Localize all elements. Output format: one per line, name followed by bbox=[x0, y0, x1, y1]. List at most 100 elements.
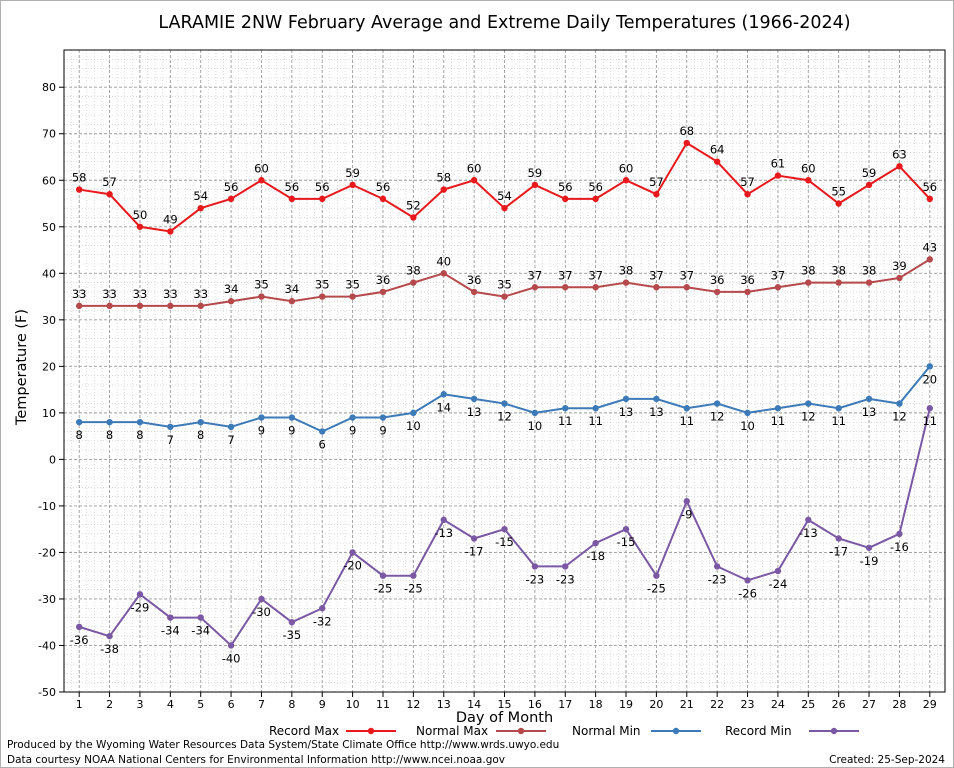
legend-label-normal-max: Normal Max bbox=[416, 724, 488, 738]
data-label-record-max: 68 bbox=[679, 124, 694, 138]
data-point-record-max bbox=[75, 186, 83, 193]
data-label-normal-min: 11 bbox=[679, 414, 694, 428]
data-label-normal-min: 11 bbox=[771, 414, 786, 428]
data-label-record-min: -17 bbox=[465, 544, 484, 558]
data-label-normal-min: 9 bbox=[379, 424, 386, 438]
data-point-normal-max bbox=[531, 284, 539, 291]
data-label-record-min: -16 bbox=[890, 540, 909, 554]
x-tick-label: 10 bbox=[346, 698, 360, 711]
data-point-normal-max bbox=[744, 288, 751, 296]
data-label-normal-max: 37 bbox=[528, 268, 543, 282]
data-point-normal-min bbox=[562, 405, 569, 412]
x-tick-label: 19 bbox=[619, 698, 633, 711]
data-point-normal-max bbox=[622, 279, 630, 286]
data-label-normal-max: 43 bbox=[922, 240, 937, 254]
data-point-normal-min bbox=[136, 418, 144, 426]
data-label-normal-min: 10 bbox=[528, 419, 543, 433]
data-label-normal-min: 13 bbox=[467, 405, 482, 419]
data-point-record-max bbox=[258, 177, 265, 184]
y-tick-label: -50 bbox=[38, 686, 56, 699]
data-label-record-max: 59 bbox=[862, 166, 877, 180]
data-point-normal-max bbox=[562, 284, 569, 291]
data-point-record-max bbox=[288, 195, 296, 203]
data-label-normal-min: 10 bbox=[406, 419, 421, 433]
data-label-record-min: 11 bbox=[922, 414, 937, 428]
data-label-normal-min: 14 bbox=[436, 400, 451, 414]
data-point-record-min bbox=[440, 516, 447, 524]
data-point-normal-min bbox=[896, 400, 903, 407]
data-label-normal-max: 36 bbox=[376, 273, 391, 287]
series-normal-min: 8 8 8 7 8 7 9 9 6 9 9 10 14 13 12 10 11 11 13 13 11 12 10 11 12 1… bbox=[76, 363, 937, 451]
data-point-normal-max bbox=[319, 293, 326, 300]
data-point-record-max bbox=[896, 163, 903, 170]
data-label-record-min: -40 bbox=[222, 651, 241, 665]
data-point-record-min bbox=[106, 632, 113, 640]
data-point-record-min bbox=[379, 572, 387, 579]
x-axis: 1 2 3 4 5 6 7 8 9 10 11 12 13 14 15 16 17 18 19 20 21 22 23 24 2… bbox=[76, 692, 937, 711]
data-point-record-min bbox=[926, 405, 934, 412]
data-label-record-min: -34 bbox=[191, 624, 210, 638]
data-point-normal-max bbox=[349, 293, 356, 300]
data-point-normal-max bbox=[75, 302, 83, 310]
data-point-record-min bbox=[622, 525, 630, 533]
data-point-record-max bbox=[805, 177, 812, 184]
x-tick-label: 21 bbox=[680, 698, 694, 711]
data-label-normal-min: 10 bbox=[740, 419, 755, 433]
data-label-normal-min: 12 bbox=[497, 410, 512, 424]
data-label-record-max: 60 bbox=[467, 161, 482, 175]
data-label-normal-min: 8 bbox=[76, 428, 83, 442]
x-tick-label: 24 bbox=[771, 698, 785, 711]
y-tick-label: 40 bbox=[42, 267, 56, 280]
x-tick-label: 11 bbox=[376, 698, 390, 711]
data-label-normal-max: 37 bbox=[588, 268, 603, 282]
data-point-normal-min bbox=[440, 391, 447, 398]
data-label-normal-min: 8 bbox=[197, 428, 204, 442]
data-label-record-max: 56 bbox=[376, 180, 391, 194]
data-label-normal-max: 35 bbox=[254, 278, 269, 292]
x-tick-label: 29 bbox=[923, 698, 937, 711]
data-point-record-min bbox=[592, 539, 599, 547]
data-label-record-max: 57 bbox=[740, 175, 755, 189]
data-point-normal-min bbox=[713, 400, 721, 407]
data-point-record-min bbox=[744, 577, 751, 584]
data-point-record-min bbox=[896, 530, 903, 538]
data-label-record-min: -9 bbox=[681, 507, 692, 521]
data-point-record-max bbox=[713, 158, 721, 165]
data-label-normal-min: 12 bbox=[801, 410, 816, 424]
legend-label-record-max: Record Max bbox=[269, 724, 339, 738]
data-point-record-max bbox=[653, 191, 660, 198]
data-label-normal-min: 12 bbox=[710, 410, 725, 424]
data-label-normal-max: 35 bbox=[315, 278, 330, 292]
x-tick-label: 3 bbox=[136, 698, 143, 711]
data-point-record-min bbox=[470, 535, 478, 542]
data-point-record-min bbox=[713, 563, 721, 570]
data-point-normal-min bbox=[227, 423, 235, 431]
data-label-record-min: -38 bbox=[100, 642, 119, 656]
data-label-record-max: 59 bbox=[528, 166, 543, 180]
data-point-normal-min bbox=[531, 409, 539, 417]
data-point-record-min bbox=[410, 572, 417, 579]
data-point-normal-max bbox=[440, 270, 447, 277]
data-point-normal-min bbox=[470, 395, 478, 403]
data-label-normal-max: 33 bbox=[193, 287, 208, 301]
x-tick-label: 12 bbox=[406, 698, 420, 711]
data-label-record-max: 56 bbox=[922, 180, 937, 194]
x-tick-label: 8 bbox=[288, 698, 295, 711]
y-tick-label: -30 bbox=[38, 593, 56, 606]
data-point-normal-min bbox=[622, 395, 630, 403]
data-label-normal-min: 11 bbox=[558, 414, 573, 428]
y-tick-label: 0 bbox=[49, 453, 56, 466]
data-point-record-min bbox=[349, 549, 356, 556]
data-label-normal-min: 8 bbox=[136, 428, 143, 442]
data-label-record-min: -20 bbox=[343, 558, 362, 572]
data-label-record-min: -23 bbox=[556, 572, 575, 586]
legend-label-record-min: Record Min bbox=[725, 724, 792, 738]
data-point-normal-max bbox=[592, 284, 599, 291]
data-label-record-min: -25 bbox=[374, 582, 393, 596]
data-label-normal-max: 35 bbox=[345, 278, 360, 292]
data-point-record-max bbox=[410, 214, 417, 221]
data-point-record-max bbox=[683, 139, 690, 147]
data-label-normal-max: 37 bbox=[771, 268, 786, 282]
data-point-record-max bbox=[562, 195, 569, 203]
data-point-record-max bbox=[136, 223, 144, 230]
